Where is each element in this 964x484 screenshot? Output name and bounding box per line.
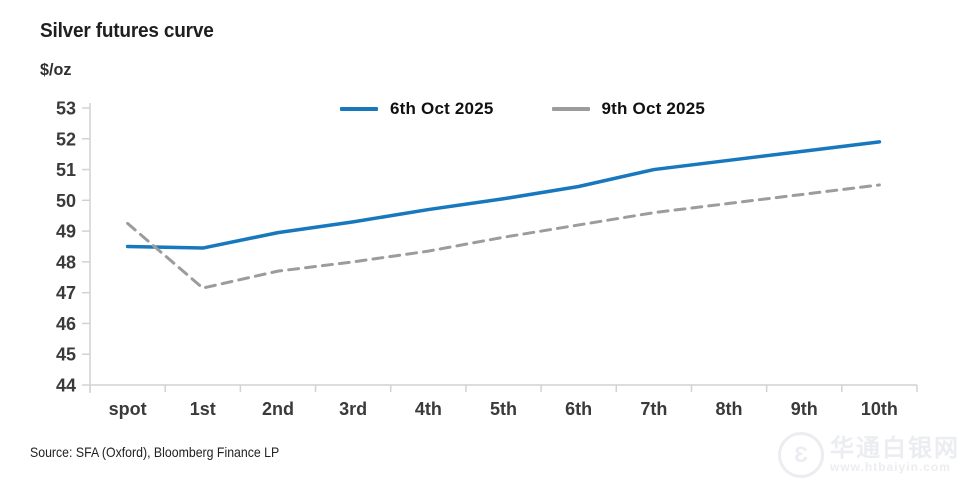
- svg-text:53: 53: [56, 99, 76, 119]
- chart-title: Silver futures curve: [40, 20, 214, 42]
- chart-legend: 6th Oct 2025 9th Oct 2025: [340, 99, 705, 119]
- svg-text:spot: spot: [109, 399, 147, 419]
- legend-label: 9th Oct 2025: [601, 99, 706, 118]
- svg-text:46: 46: [56, 314, 76, 334]
- legend-label: 6th Oct 2025: [390, 99, 494, 118]
- svg-text:3rd: 3rd: [339, 399, 367, 419]
- svg-text:49: 49: [56, 222, 76, 242]
- svg-text:9th: 9th: [791, 399, 818, 419]
- svg-text:5th: 5th: [490, 399, 517, 419]
- svg-text:6th: 6th: [565, 399, 592, 419]
- svg-text:8th: 8th: [716, 399, 743, 419]
- svg-text:1st: 1st: [190, 399, 216, 419]
- svg-text:47: 47: [56, 283, 76, 303]
- svg-text:51: 51: [56, 160, 76, 180]
- svg-text:48: 48: [56, 252, 76, 272]
- svg-text:44: 44: [56, 376, 76, 396]
- svg-text:52: 52: [56, 129, 76, 149]
- svg-text:10th: 10th: [861, 399, 898, 419]
- legend-swatch-gray-line-icon: [551, 107, 590, 111]
- source-attribution: Source: SFA (Oxford), Bloomberg Finance …: [30, 444, 280, 460]
- legend-item-9th-oct: 9th Oct 2025: [551, 99, 706, 119]
- svg-text:2nd: 2nd: [262, 399, 294, 419]
- legend-item-6th-oct: 6th Oct 2025: [340, 99, 494, 119]
- svg-text:50: 50: [56, 191, 76, 211]
- svg-text:4th: 4th: [415, 399, 442, 419]
- svg-text:45: 45: [56, 345, 76, 365]
- y-axis-unit-label: $/oz: [40, 60, 72, 79]
- svg-text:7th: 7th: [640, 399, 667, 419]
- legend-swatch-blue-line-icon: [340, 107, 378, 111]
